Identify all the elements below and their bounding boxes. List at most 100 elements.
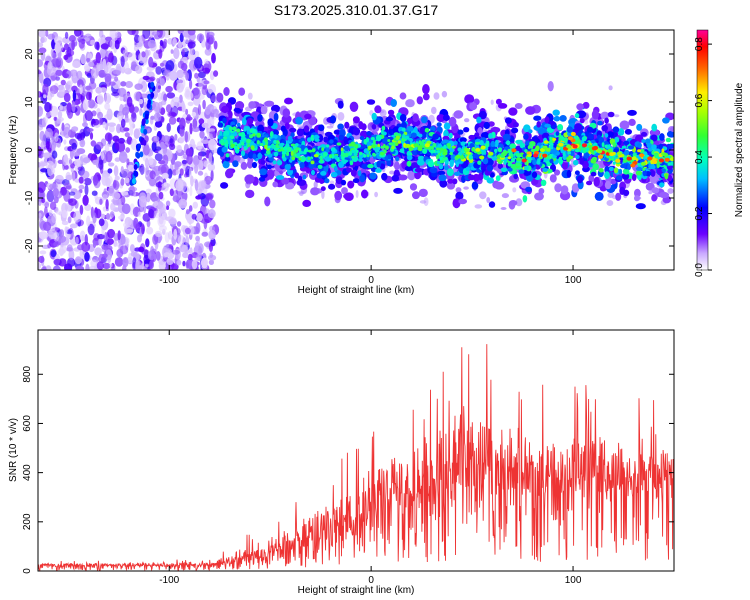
- noise-speckle: [86, 57, 91, 63]
- x-tick-label: 0: [368, 575, 374, 586]
- noise-speckle: [148, 209, 155, 219]
- signal-blob: [566, 169, 572, 178]
- noise-speckle: [61, 122, 65, 132]
- noise-speckle: [148, 56, 154, 68]
- signal-blob: [328, 134, 336, 140]
- signal-blob: [363, 154, 367, 158]
- noise-speckle: [62, 36, 71, 44]
- x-tick-label: 0: [368, 275, 374, 286]
- signal-blob: [432, 143, 437, 148]
- signal-blob: [624, 128, 633, 135]
- signal-blob: [637, 142, 642, 148]
- signal-blob: [443, 122, 451, 130]
- signal-blob: [277, 149, 282, 152]
- signal-blob: [588, 174, 595, 183]
- noise-speckle: [96, 261, 104, 270]
- noise-speckle: [38, 181, 46, 193]
- signal-blob: [307, 156, 311, 160]
- signal-blob: [342, 159, 349, 163]
- noise-speckle: [63, 189, 71, 202]
- signal-blob: [478, 172, 484, 181]
- noise-speckle: [78, 176, 84, 184]
- noise-speckle: [162, 145, 168, 155]
- faint-speckle: [463, 186, 469, 190]
- signal-blob: [421, 116, 428, 124]
- signal-blob: [311, 148, 316, 153]
- signal-blob: [349, 101, 359, 113]
- noise-speckle: [139, 163, 145, 176]
- noise-speckle: [152, 234, 159, 245]
- faint-speckle: [667, 188, 674, 194]
- signal-blob: [405, 99, 415, 108]
- noise-speckle: [63, 139, 67, 145]
- colorbar: 0.00.20.40.60.8 Normalized spectral ampl…: [694, 29, 745, 277]
- noise-speckle: [109, 211, 115, 218]
- noise-speckle: [149, 260, 154, 270]
- signal-blob: [650, 170, 656, 177]
- noise-speckle: [148, 157, 154, 166]
- signal-blob: [324, 178, 330, 184]
- noise-speckle: [77, 244, 85, 251]
- noise-speckle: [50, 250, 57, 258]
- signal-blob: [500, 167, 508, 173]
- noise-speckle: [62, 73, 69, 78]
- noise-speckle: [145, 238, 150, 248]
- signal-blob: [618, 168, 623, 175]
- noise-speckle: [161, 172, 169, 180]
- noise-speckle: [84, 110, 93, 122]
- noise-speckle: [168, 116, 177, 125]
- signal-blob: [442, 139, 450, 144]
- noise-speckle: [112, 180, 120, 191]
- signal-blob: [401, 127, 406, 132]
- signal-blob: [264, 144, 268, 150]
- noise-speckle: [203, 80, 210, 85]
- signal-blob: [252, 128, 257, 134]
- signal-blob: [375, 168, 382, 173]
- signal-blob: [442, 148, 448, 152]
- noise-speckle: [146, 226, 154, 235]
- signal-blob: [272, 129, 280, 136]
- noise-speckle: [125, 147, 131, 153]
- noise-speckle: [149, 170, 156, 180]
- signal-blob: [266, 145, 272, 149]
- signal-blob: [243, 128, 247, 132]
- signal-blob: [443, 129, 449, 138]
- signal-blob: [597, 120, 603, 126]
- noise-speckle: [101, 243, 109, 250]
- noise-speckle: [39, 162, 48, 167]
- signal-blob: [449, 152, 453, 156]
- noise-speckle: [184, 249, 190, 254]
- signal-blob: [421, 139, 426, 143]
- noise-speckle: [114, 31, 122, 39]
- signal-blob: [486, 177, 495, 184]
- noise-speckle: [169, 71, 178, 81]
- signal-blob: [354, 144, 359, 149]
- noise-speckle: [196, 251, 203, 262]
- hot-spot: [581, 143, 588, 148]
- signal-blob: [337, 100, 344, 109]
- noise-speckle: [130, 138, 138, 151]
- signal-blob: [338, 161, 344, 168]
- noise-speckle: [181, 159, 188, 165]
- hot-spot: [607, 149, 613, 153]
- signal-blob: [612, 161, 616, 165]
- signal-blob: [506, 140, 511, 146]
- signal-blob: [284, 97, 293, 105]
- signal-blob: [659, 191, 669, 199]
- signal-blob: [381, 125, 386, 131]
- noise-speckle: [120, 118, 126, 128]
- signal-blob: [645, 138, 651, 144]
- signal-blob: [537, 158, 541, 163]
- noise-speckle: [98, 218, 105, 227]
- noise-speckle: [107, 228, 116, 239]
- signal-blob: [543, 140, 549, 144]
- y-tick-label: -20: [24, 238, 35, 253]
- noise-speckle: [142, 30, 151, 39]
- noise-speckle: [185, 108, 189, 115]
- noise-speckle: [82, 157, 91, 164]
- noise-speckle: [86, 215, 91, 227]
- signal-blob: [290, 150, 294, 156]
- chart-title: S173.2025.310.01.37.G17: [274, 2, 438, 18]
- signal-blob: [601, 142, 605, 148]
- noise-speckle: [173, 228, 178, 240]
